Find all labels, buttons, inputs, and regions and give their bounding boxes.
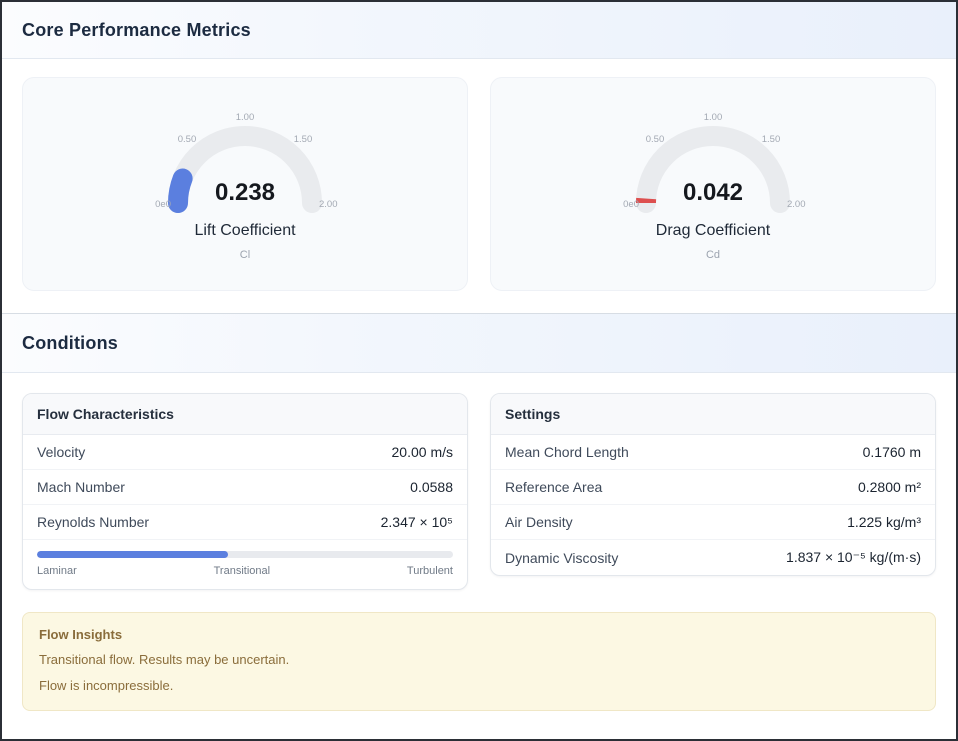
gauge-tick: 0.50 [178, 134, 197, 145]
lift-gauge-sublabel: Cl [239, 249, 251, 261]
regime-label-transitional: Transitional [213, 565, 271, 577]
row-label: Air Density [505, 514, 573, 530]
aero-dashboard: Core Performance Metrics 0e0 0.50 1.00 1… [2, 2, 956, 711]
row-label: Reynolds Number [37, 514, 150, 530]
conditions-row: Flow Characteristics Velocity 20.00 m/s … [2, 373, 956, 590]
regime-label-turbulent: Turbulent [406, 565, 453, 577]
gauge-tick-max: 2.00 [319, 199, 338, 210]
drag-coefficient-card: 0e0 0.50 1.00 1.50 2.00 0.042 Drag Coeff… [490, 77, 936, 291]
row-value: 0.1760 m [862, 444, 921, 460]
reynolds-number-row: Reynolds Number 2.347 × 10⁵ [23, 505, 467, 540]
dynamic-viscosity-row: Dynamic Viscosity 1.837 × 10⁻⁵ kg/(m·s) [491, 540, 935, 575]
flow-insight-message: Flow is incompressible. [39, 678, 174, 693]
metrics-section-header: Core Performance Metrics [2, 2, 956, 59]
regime-labels: Laminar Transitional Turbulent [37, 565, 453, 577]
row-label: Mean Chord Length [505, 444, 629, 460]
gauge-tick-min: 0e0 [623, 199, 639, 210]
gauges-row: 0e0 0.50 1.00 1.50 2.00 0.238 Lift Coeff… [2, 59, 956, 291]
gauge-tick-max: 2.00 [787, 199, 806, 210]
drag-gauge-sublabel: Cd [705, 249, 721, 261]
flow-insight-message: Transitional flow. Results may be uncert… [39, 652, 290, 667]
mach-number-row: Mach Number 0.0588 [23, 470, 467, 505]
gauge-tick: 1.00 [704, 112, 723, 123]
gauge-track [636, 126, 790, 213]
row-label: Velocity [37, 444, 86, 460]
lift-gauge-label: Lift Coefficient [194, 222, 296, 239]
row-label: Mach Number [37, 479, 125, 495]
reference-area-row: Reference Area 0.2800 m² [491, 470, 935, 505]
metrics-section-title: Core Performance Metrics [22, 19, 251, 40]
conditions-section-title: Conditions [22, 332, 118, 353]
drag-gauge-label: Drag Coefficient [655, 222, 771, 239]
mean-chord-length-row: Mean Chord Length 0.1760 m [491, 435, 935, 470]
flow-characteristics-card: Flow Characteristics Velocity 20.00 m/s … [22, 393, 468, 590]
flow-regime-indicator: Laminar Transitional Turbulent [23, 540, 467, 589]
row-label: Reference Area [505, 479, 603, 495]
flow-insights-alert: Flow Insights Transitional flow. Results… [22, 612, 936, 711]
row-value: 1.837 × 10⁻⁵ kg/(m·s) [786, 549, 921, 565]
lift-coefficient-card: 0e0 0.50 1.00 1.50 2.00 0.238 Lift Coeff… [22, 77, 468, 291]
regime-label-laminar: Laminar [37, 565, 77, 577]
gauge-tick-min: 0e0 [155, 199, 171, 210]
settings-card: Settings Mean Chord Length 0.1760 m Refe… [490, 393, 936, 576]
gauge-tick: 1.50 [294, 134, 313, 145]
settings-title: Settings [491, 394, 935, 435]
row-value: 0.0588 [410, 479, 453, 495]
velocity-row: Velocity 20.00 m/s [23, 435, 467, 470]
gauge-tick: 1.00 [236, 112, 255, 123]
gauge-tick: 1.50 [762, 134, 781, 145]
air-density-row: Air Density 1.225 kg/m³ [491, 505, 935, 540]
regime-bar-track [37, 551, 453, 558]
row-value: 20.00 m/s [391, 444, 453, 460]
gauge-tick: 0.50 [646, 134, 665, 145]
drag-gauge-value: 0.042 [683, 179, 743, 206]
drag-gauge-chart: 0e0 0.50 1.00 1.50 2.00 0.042 [623, 112, 806, 213]
row-value: 0.2800 m² [857, 479, 921, 495]
flow-characteristics-title: Flow Characteristics [23, 394, 467, 435]
row-value: 2.347 × 10⁵ [380, 514, 453, 530]
row-label: Dynamic Viscosity [505, 549, 619, 566]
regime-progress-fill [37, 551, 229, 558]
row-value: 1.225 kg/m³ [847, 514, 921, 530]
flow-insights-title: Flow Insights [39, 627, 123, 642]
lift-gauge-chart: 0e0 0.50 1.00 1.50 2.00 0.238 [155, 112, 338, 213]
lift-gauge-value: 0.238 [215, 179, 275, 206]
gauge-progress-arc [168, 168, 193, 213]
conditions-section-header: Conditions [2, 313, 956, 373]
